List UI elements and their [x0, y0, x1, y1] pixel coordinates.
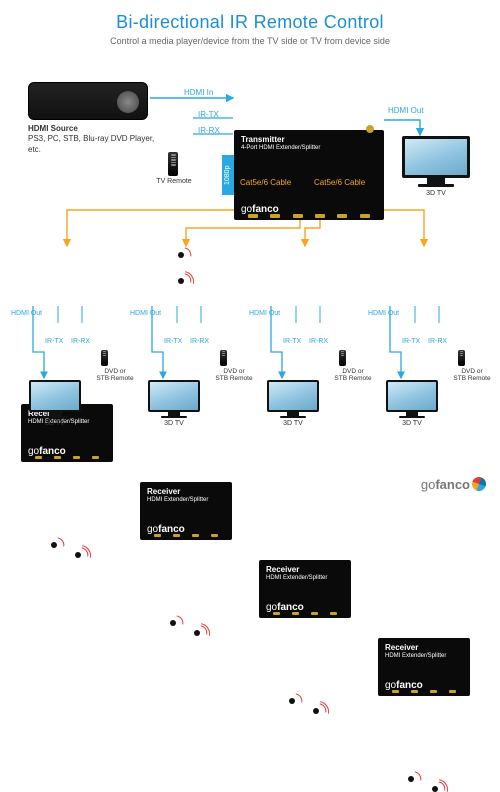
ir-rx-icon	[432, 782, 446, 792]
receiver-ports	[259, 612, 351, 618]
remote-icon	[339, 350, 346, 366]
label-ir-rx: IR-RX	[309, 338, 328, 345]
label-ir-rx: IR-RX	[198, 126, 220, 135]
antenna-knob	[366, 125, 374, 133]
ir-tx-icon	[408, 772, 422, 782]
ir-rx-icon	[194, 626, 208, 636]
source-title: HDMI Source	[28, 124, 78, 133]
label-hdmi-out-top: HDMI Out	[388, 106, 424, 115]
source-label: HDMI Source PS3, PC, STB, Blu-ray DVD Pl…	[28, 124, 158, 155]
ir-tx-icon	[170, 616, 184, 626]
receiver-subtitle: HDMI Extender/Splitter	[147, 497, 208, 503]
label-cat1: Cat5e/6 Cable	[240, 178, 291, 187]
transmitter-title: Transmitter	[241, 135, 285, 144]
label-hdmi-out: HDMI Out	[249, 310, 280, 317]
label-receiver-tv: 3D TV	[267, 420, 319, 427]
transmitter-ports	[234, 214, 384, 220]
label-receiver-tv: 3D TV	[148, 420, 200, 427]
transmitter-subtitle: 4-Port HDMI Extender/Splitter	[241, 145, 320, 151]
label-ir-rx: IR-RX	[71, 338, 90, 345]
footer-logo: gofanco	[421, 475, 486, 492]
receiver-title: Receiver	[266, 565, 299, 574]
label-hdmi-out: HDMI Out	[130, 310, 161, 317]
receiver-tv	[29, 380, 81, 418]
label-top-tv: 3D TV	[402, 190, 470, 197]
receiver-subtitle: HDMI Extender/Splitter	[385, 653, 446, 659]
label-receiver-tv: 3D TV	[386, 420, 438, 427]
source-examples: PS3, PC, STB, Blu-ray DVD Player, etc.	[28, 134, 154, 153]
label-remote: DVD orSTB Remote	[329, 368, 377, 382]
label-hdmi-out: HDMI Out	[368, 310, 399, 317]
ir-tx-icon	[51, 538, 65, 548]
receiver-title: Receiver	[385, 643, 418, 652]
receiver-box: Receiver HDMI Extender/Splitter gofanco	[259, 560, 351, 618]
ir-rx-icon	[313, 704, 327, 714]
receiver-ports	[21, 456, 113, 462]
label-ir-rx: IR-RX	[428, 338, 447, 345]
receiver-ports	[378, 690, 470, 696]
ir-rx-icon	[178, 274, 192, 284]
label-ir-tx: IR-TX	[198, 110, 219, 119]
receiver-title: Receiver	[147, 487, 180, 496]
remote-icon	[458, 350, 465, 366]
hdmi-source-device	[28, 82, 148, 120]
label-ir-tx: IR-TX	[402, 338, 420, 345]
ir-rx-icon	[75, 548, 89, 558]
receiver-tv	[148, 380, 200, 418]
label-ir-tx: IR-TX	[45, 338, 63, 345]
label-ir-rx: IR-RX	[190, 338, 209, 345]
label-receiver-tv: 3D TV	[29, 420, 81, 427]
ir-tx-icon	[289, 694, 303, 704]
label-remote: DVD orSTB Remote	[91, 368, 139, 382]
ir-tx-icon	[178, 248, 192, 258]
label-ir-tx: IR-TX	[164, 338, 182, 345]
label-hdmi-in: HDMI In	[184, 88, 213, 97]
remote-icon	[220, 350, 227, 366]
page-subtitle: Control a media player/device from the T…	[0, 36, 500, 46]
label-hdmi-out: HDMI Out	[11, 310, 42, 317]
label-ir-tx: IR-TX	[283, 338, 301, 345]
receiver-ports	[140, 534, 232, 540]
receiver-box: Receiver HDMI Extender/Splitter gofanco	[140, 482, 232, 540]
receiver-tv	[267, 380, 319, 418]
receiver-subtitle: HDMI Extender/Splitter	[266, 575, 327, 581]
receiver-box: Receiver HDMI Extender/Splitter gofanco	[378, 638, 470, 696]
tv-remote-icon	[168, 152, 178, 176]
label-remote: DVD orSTB Remote	[448, 368, 496, 382]
label-remote: DVD orSTB Remote	[210, 368, 258, 382]
remote-icon	[101, 350, 108, 366]
label-cat2: Cat5e/6 Cable	[314, 178, 365, 187]
page-title: Bi-directional IR Remote Control	[0, 0, 500, 33]
receiver-tv	[386, 380, 438, 418]
top-tv	[402, 136, 470, 187]
transmitter-box: 1080p Transmitter 4-Port HDMI Extender/S…	[234, 130, 384, 220]
label-tv-remote: TV Remote	[150, 178, 198, 185]
badge-1080p: 1080p	[222, 155, 234, 195]
